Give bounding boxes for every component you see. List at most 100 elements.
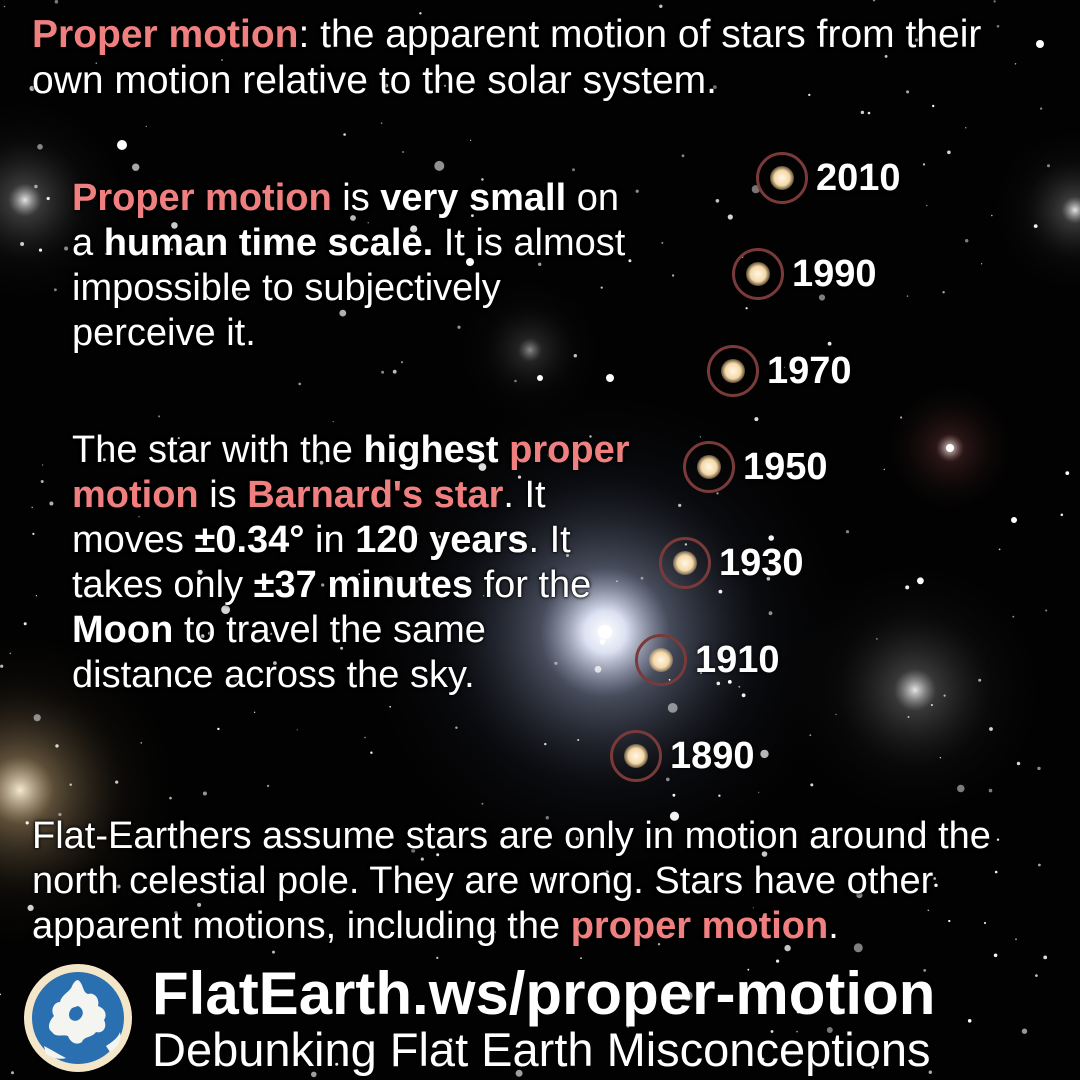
background-star — [679, 36, 682, 39]
background-star — [860, 110, 865, 115]
background-star — [933, 877, 937, 880]
text-run: The star with the — [72, 429, 364, 471]
background-star — [0, 993, 1, 996]
background-star — [993, 953, 998, 958]
background-star — [965, 127, 967, 129]
background-star — [572, 168, 575, 172]
background-star — [948, 919, 951, 923]
background-star — [715, 199, 720, 203]
background-star — [358, 573, 361, 576]
background-star — [1040, 107, 1043, 110]
background-star — [818, 294, 826, 301]
warm-star-glow — [0, 620, 190, 960]
star-position-marker — [659, 537, 711, 589]
background-star — [400, 361, 404, 364]
background-star — [1016, 761, 1021, 766]
background-star — [35, 595, 38, 597]
background-star — [928, 1070, 932, 1074]
background-star — [727, 680, 732, 684]
background-star — [996, 25, 1000, 28]
background-star — [792, 360, 795, 363]
text-run: for the — [473, 564, 592, 606]
background-star — [998, 548, 1001, 551]
background-star — [659, 4, 663, 8]
background-star — [758, 791, 760, 794]
background-star — [367, 222, 369, 224]
moon-emphasis: Moon — [72, 609, 174, 651]
text-run: . It takes only — [72, 519, 571, 606]
background-star — [666, 777, 670, 782]
background-star — [370, 751, 373, 754]
background-star — [1035, 974, 1038, 977]
background-star — [385, 575, 394, 584]
term-highlight: Proper motion — [72, 177, 332, 219]
background-star — [208, 631, 212, 636]
background-star — [419, 12, 422, 15]
background-star — [589, 435, 592, 438]
background-star — [411, 848, 416, 853]
background-star — [827, 341, 832, 346]
background-star — [95, 62, 98, 64]
background-star — [1012, 615, 1015, 618]
background-star — [683, 991, 693, 1001]
background-star — [942, 291, 945, 294]
background-star — [747, 968, 750, 971]
background-star — [826, 1027, 833, 1033]
left-star-glow — [0, 90, 135, 310]
background-star — [716, 492, 719, 495]
bright-star — [606, 374, 614, 382]
background-star — [115, 780, 119, 784]
background-star — [1060, 513, 1064, 517]
star-dot — [649, 648, 673, 672]
position-ring — [756, 152, 808, 204]
background-star — [11, 1071, 14, 1075]
background-star — [481, 802, 484, 805]
background-star — [669, 811, 680, 821]
background-star — [741, 693, 746, 698]
background-star — [481, 178, 484, 181]
background-star — [145, 125, 147, 128]
background-star — [672, 793, 676, 797]
background-star — [681, 154, 685, 158]
background-star — [922, 163, 926, 166]
background-star — [989, 727, 993, 731]
background-star — [434, 160, 445, 171]
background-star — [34, 184, 38, 189]
background-star — [54, 288, 57, 292]
background-star — [983, 921, 987, 925]
background-star — [253, 711, 256, 713]
background-star — [217, 727, 220, 731]
background-star — [9, 652, 12, 655]
position-ring — [635, 634, 687, 686]
background-star — [738, 685, 741, 688]
background-star — [900, 416, 903, 419]
background-star — [906, 295, 909, 297]
background-star — [23, 622, 27, 626]
background-star — [272, 534, 276, 539]
background-star — [600, 831, 604, 835]
background-star — [720, 1058, 723, 1060]
background-star — [761, 851, 768, 857]
background-star — [448, 1038, 453, 1043]
background-star — [628, 259, 632, 263]
background-star — [69, 783, 72, 786]
background-star — [410, 225, 418, 233]
text-run: to travel the same distance across the s… — [72, 609, 486, 696]
background-star — [40, 480, 44, 483]
background-star — [566, 553, 569, 557]
background-star — [616, 580, 618, 582]
background-star — [884, 55, 888, 58]
background-star — [930, 704, 933, 706]
background-star — [517, 475, 522, 479]
text-run: in — [304, 519, 356, 561]
year-label: 1950 — [743, 446, 828, 488]
star-dot — [746, 262, 770, 286]
site-url[interactable]: FlatEarth.ws/proper-motion — [152, 960, 936, 1027]
background-star — [389, 705, 392, 708]
background-star — [760, 749, 769, 759]
background-star — [545, 816, 549, 820]
term-highlight: Proper motion — [32, 13, 299, 56]
